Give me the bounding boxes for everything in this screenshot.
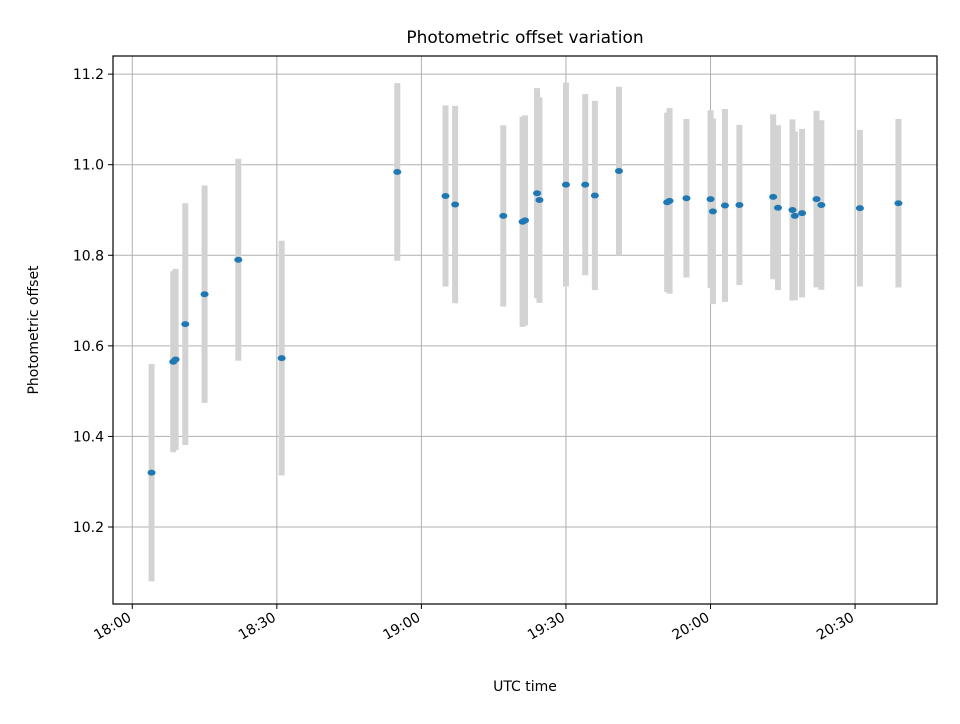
data-point (200, 291, 209, 298)
data-point (614, 168, 623, 175)
plot-frame (112, 55, 938, 605)
data-point (788, 206, 797, 213)
x-axis-label: UTC time (493, 679, 557, 695)
y-tick-label: 10.2 (73, 520, 104, 536)
data-point (147, 469, 156, 476)
data-point (181, 321, 190, 328)
data-point (451, 201, 460, 208)
data-point (171, 356, 180, 363)
y-tick-label: 10.6 (73, 339, 104, 355)
y-tick-label: 11.0 (73, 158, 104, 174)
data-point (855, 205, 864, 212)
y-tick-label: 10.8 (73, 248, 104, 264)
data-point (561, 181, 570, 188)
data-point (393, 168, 402, 175)
data-point (665, 197, 674, 204)
data-point (499, 212, 508, 219)
data-point (812, 196, 821, 203)
data-point (441, 192, 450, 199)
data-point (720, 202, 729, 209)
data-point (773, 204, 782, 211)
data-point (769, 193, 778, 200)
data-points (147, 168, 903, 476)
y-tick-label: 10.4 (73, 429, 104, 445)
data-point (682, 195, 691, 202)
data-point (590, 192, 599, 199)
chart-title: Photometric offset variation (406, 28, 643, 48)
data-point (790, 212, 799, 219)
y-tick-label: 11.2 (73, 67, 104, 83)
data-point (234, 256, 243, 263)
data-point (277, 355, 286, 362)
data-point (521, 217, 529, 224)
y-axis-label: Photometric offset (26, 265, 42, 395)
data-point (894, 200, 903, 207)
data-point (708, 208, 717, 215)
data-point (706, 196, 715, 203)
data-point (581, 181, 590, 188)
data-point (817, 202, 826, 209)
data-point (735, 202, 744, 209)
data-point (533, 190, 542, 197)
data-point (535, 197, 544, 204)
data-point (798, 210, 807, 217)
